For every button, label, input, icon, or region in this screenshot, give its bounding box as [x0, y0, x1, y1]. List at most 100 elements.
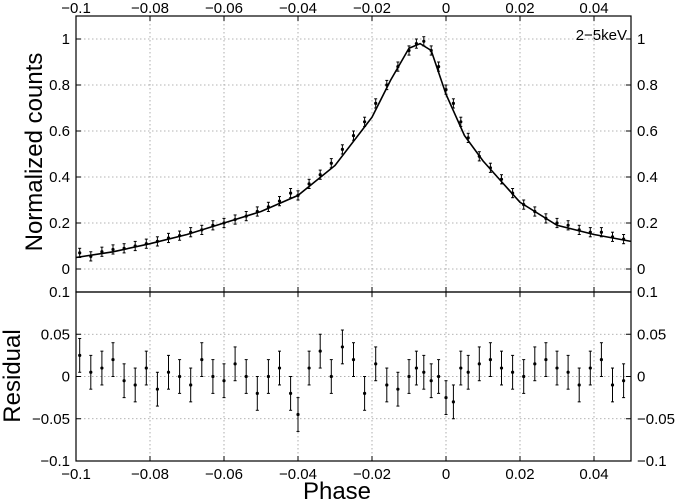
y-tick-label-right: 0.1 — [637, 284, 658, 301]
x-tick-label-bottom: −0.08 — [131, 466, 169, 483]
residual-point — [363, 376, 367, 411]
y-tick-label-left: 0.2 — [49, 215, 70, 232]
data-point — [166, 370, 171, 374]
upper-panel: −0.1 −0.08 −0.06 −0.04 −0.02 0 0.02 0.04 0 0 0.2 0.… — [21, 0, 658, 293]
data-point — [437, 65, 441, 69]
lower-plot-frame — [75, 291, 632, 462]
x-tick-label-top: −0.04 — [279, 0, 317, 17]
lower-panel: −0.1 −0.08 −0.06 −0.04 −0.02 0 0.02 0.04−0.1 −0.… — [0, 284, 675, 503]
residual-point — [610, 367, 615, 403]
data-point — [78, 251, 82, 255]
data-point — [133, 383, 137, 387]
data-point — [499, 366, 504, 370]
data-point — [422, 39, 426, 43]
data-point — [100, 250, 104, 254]
residual-point — [133, 367, 137, 403]
residual-point — [222, 363, 226, 399]
residual-point — [78, 337, 82, 373]
data-point — [100, 366, 104, 370]
residual-point — [459, 350, 463, 386]
residual-point — [111, 342, 115, 377]
data-point — [289, 391, 293, 395]
data-point — [111, 358, 115, 362]
x-tick-label-top: −0.08 — [131, 0, 169, 17]
data-point — [289, 191, 293, 195]
data-point — [510, 370, 515, 374]
y-axis-label-residual: Residual — [0, 329, 26, 422]
x-tick-label-bottom: −0.1 — [61, 466, 91, 483]
count-point — [610, 231, 615, 242]
count-point — [289, 188, 293, 199]
energy-band-annotation: 2−5keV — [576, 27, 627, 44]
data-point — [588, 366, 592, 370]
y-tick-label-left: 0.8 — [49, 77, 70, 94]
x-tick-label-top: 0 — [442, 0, 450, 17]
y-tick-label-left: 0.4 — [49, 169, 70, 186]
x-tick-label-bottom: −0.06 — [205, 466, 243, 483]
data-point — [396, 387, 400, 391]
data-point — [222, 379, 226, 383]
data-point — [407, 374, 411, 379]
y-tick-label-left: 0.05 — [41, 326, 70, 343]
residual-point — [466, 354, 470, 390]
y-tick-label-left: −0.1 — [40, 453, 70, 470]
data-point — [422, 370, 426, 374]
data-point — [533, 362, 537, 366]
y-tick-label-right: 0 — [637, 369, 645, 386]
data-point — [111, 247, 115, 252]
data-point — [318, 173, 322, 177]
residual-point — [351, 342, 356, 377]
residual-point — [255, 376, 259, 411]
data-point — [266, 374, 270, 379]
data-point — [244, 374, 248, 379]
residual-point — [396, 371, 400, 407]
residual-point — [429, 363, 433, 399]
data-point — [340, 147, 344, 151]
upper-data-points — [78, 36, 626, 262]
residual-point — [277, 350, 282, 386]
count-point — [329, 158, 333, 169]
residual-point — [566, 354, 570, 390]
data-point — [78, 353, 82, 357]
data-point — [374, 101, 378, 105]
x-axis-label-phase: Phase — [303, 478, 371, 503]
residual-point — [166, 354, 171, 390]
data-point — [307, 182, 311, 186]
residual-point — [318, 333, 322, 369]
data-point — [329, 161, 333, 165]
residual-point — [211, 359, 215, 394]
x-tick-label-top: −0.1 — [61, 0, 91, 17]
residual-point — [296, 397, 300, 432]
data-point — [340, 345, 344, 349]
x-tick-label-top: −0.02 — [353, 0, 391, 17]
residual-point — [374, 346, 378, 382]
data-point — [89, 370, 93, 374]
data-point — [363, 391, 367, 395]
residual-point — [289, 376, 293, 411]
data-point — [459, 366, 463, 370]
y-tick-label-right: 0.2 — [637, 215, 658, 232]
y-tick-label-left: 0.1 — [49, 284, 70, 301]
residual-point — [340, 329, 344, 365]
y-tick-label-left: 0 — [62, 369, 70, 386]
data-point — [351, 358, 356, 362]
residual-point — [422, 354, 426, 390]
y-tick-label-right: 0.4 — [637, 169, 658, 186]
count-point — [588, 227, 592, 238]
count-point — [100, 246, 104, 257]
y-tick-label-left: 0.6 — [49, 123, 70, 140]
residual-point — [100, 350, 104, 386]
data-point — [437, 374, 441, 379]
data-point — [622, 379, 626, 383]
residual-point — [555, 350, 559, 386]
y-tick-label-right: 1 — [637, 31, 645, 48]
residual-point — [577, 367, 581, 403]
residual-point — [622, 363, 626, 399]
y-tick-label-left: 0 — [62, 261, 70, 278]
residual-point — [385, 367, 389, 403]
residual-data-points — [78, 329, 626, 432]
x-tick-label-top: −0.06 — [205, 0, 243, 17]
x-tick-label-top: 0.04 — [579, 0, 608, 17]
x-tick-label-bottom: 0.04 — [579, 466, 608, 483]
data-point — [466, 370, 470, 374]
